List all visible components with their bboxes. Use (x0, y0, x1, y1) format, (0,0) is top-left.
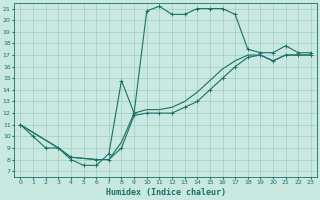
X-axis label: Humidex (Indice chaleur): Humidex (Indice chaleur) (106, 188, 226, 197)
